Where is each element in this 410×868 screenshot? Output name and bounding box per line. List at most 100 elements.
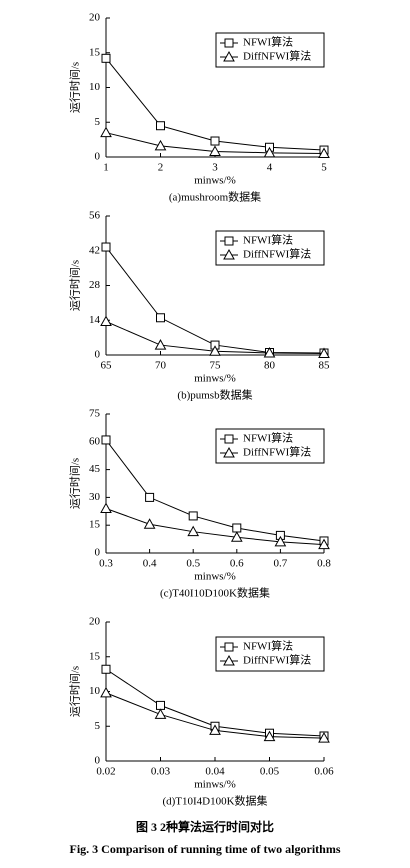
marker bbox=[318, 347, 330, 359]
series-line bbox=[105, 508, 325, 546]
marker bbox=[187, 525, 200, 537]
marker bbox=[224, 642, 234, 652]
y-tick-label: 0 bbox=[95, 151, 101, 163]
y-tick-label: 75 bbox=[89, 408, 101, 420]
x-tick-label: 5 bbox=[321, 162, 327, 174]
y-tick-label: 20 bbox=[89, 616, 101, 628]
legend-label: NFWI算法 bbox=[243, 35, 293, 49]
y-tick-label: 20 bbox=[89, 12, 101, 24]
x-axis-label: minws/% bbox=[194, 571, 236, 583]
x-tick-label: 70 bbox=[155, 360, 167, 372]
marker bbox=[209, 145, 221, 156]
marker bbox=[143, 518, 156, 529]
y-tick-label: 30 bbox=[89, 491, 101, 503]
y-tick-label: 10 bbox=[89, 81, 101, 93]
marker bbox=[224, 434, 234, 444]
x-tick-label: 0.5 bbox=[186, 558, 200, 570]
marker bbox=[224, 236, 234, 246]
legend-label: DiffNFWI算法 bbox=[243, 445, 311, 459]
x-tick-label: 0.7 bbox=[274, 558, 288, 570]
series-line bbox=[105, 57, 325, 151]
marker bbox=[210, 136, 220, 146]
marker bbox=[318, 147, 330, 159]
legend-label: NFWI算法 bbox=[243, 233, 293, 247]
y-tick-label: 42 bbox=[89, 244, 100, 256]
marker bbox=[154, 139, 167, 151]
y-tick-label: 10 bbox=[89, 685, 101, 697]
marker bbox=[188, 511, 198, 521]
x-tick-label: 0.02 bbox=[96, 766, 115, 778]
y-axis-label: 运行时间/s bbox=[69, 458, 82, 509]
x-tick-label: 80 bbox=[264, 360, 276, 372]
y-axis-label: 运行时间/s bbox=[69, 62, 82, 113]
marker bbox=[154, 339, 167, 350]
x-tick-label: 0.06 bbox=[314, 766, 334, 778]
marker bbox=[232, 523, 242, 533]
legend-label: DiffNFWI算法 bbox=[243, 49, 311, 63]
legend-label: DiffNFWI算法 bbox=[243, 247, 311, 261]
x-tick-label: 65 bbox=[101, 360, 113, 372]
marker bbox=[156, 700, 165, 710]
marker bbox=[100, 315, 112, 326]
marker bbox=[101, 242, 111, 252]
y-tick-label: 14 bbox=[89, 314, 101, 326]
chart-caption: (d)T10I4D100K数据集 bbox=[162, 794, 267, 808]
y-axis-label: 运行时间/s bbox=[69, 260, 82, 311]
x-tick-label: 2 bbox=[158, 162, 164, 174]
chart-caption: (a)mushroom数据集 bbox=[169, 190, 261, 204]
marker bbox=[100, 502, 112, 514]
marker bbox=[263, 346, 276, 358]
y-tick-label: 0 bbox=[95, 349, 101, 361]
x-axis-label: minws/% bbox=[194, 175, 236, 187]
marker bbox=[101, 53, 111, 63]
y-tick-label: 60 bbox=[89, 435, 101, 447]
y-tick-label: 0 bbox=[95, 755, 101, 767]
y-tick-label: 0 bbox=[95, 547, 101, 559]
x-tick-label: 1 bbox=[103, 162, 109, 174]
figure-caption-en: Fig. 3 Comparison of running time of two… bbox=[70, 842, 341, 856]
series-line bbox=[105, 439, 325, 542]
x-tick-label: 0.4 bbox=[143, 558, 157, 570]
x-axis-label: minws/% bbox=[194, 779, 236, 791]
marker bbox=[209, 345, 221, 356]
marker bbox=[100, 686, 112, 698]
marker bbox=[318, 732, 330, 743]
x-tick-label: 3 bbox=[212, 162, 218, 174]
x-tick-label: 0.04 bbox=[205, 766, 225, 778]
marker bbox=[100, 126, 112, 138]
x-axis-label: minws/% bbox=[194, 373, 236, 385]
marker bbox=[101, 435, 111, 445]
x-tick-label: 85 bbox=[319, 360, 331, 372]
y-tick-label: 15 bbox=[89, 519, 101, 531]
marker bbox=[263, 146, 276, 158]
marker bbox=[156, 313, 165, 323]
legend-label: NFWI算法 bbox=[243, 639, 293, 653]
y-tick-label: 45 bbox=[89, 463, 101, 475]
marker bbox=[223, 654, 235, 666]
marker bbox=[224, 38, 234, 48]
figure-caption-cn: 图 3 2种算法运行时间对比 bbox=[136, 819, 274, 834]
marker bbox=[145, 492, 155, 502]
marker bbox=[156, 121, 165, 131]
x-tick-label: 0.03 bbox=[151, 766, 171, 778]
marker bbox=[154, 708, 167, 719]
x-tick-label: 0.05 bbox=[260, 766, 280, 778]
marker bbox=[230, 531, 243, 542]
y-axis-label: 运行时间/s bbox=[69, 666, 82, 717]
chart-caption: (c)T40I10D100K数据集 bbox=[160, 586, 270, 600]
x-tick-label: 0.8 bbox=[317, 558, 331, 570]
y-tick-label: 15 bbox=[89, 650, 101, 662]
marker bbox=[274, 535, 287, 547]
y-tick-label: 28 bbox=[89, 279, 101, 291]
x-tick-label: 75 bbox=[210, 360, 222, 372]
y-tick-label: 5 bbox=[95, 116, 101, 128]
x-tick-label: 4 bbox=[267, 162, 273, 174]
legend-label: DiffNFWI算法 bbox=[243, 653, 311, 667]
marker bbox=[318, 538, 330, 550]
y-tick-label: 56 bbox=[89, 210, 101, 222]
legend-label: NFWI算法 bbox=[243, 431, 293, 445]
marker bbox=[263, 730, 276, 742]
x-tick-label: 0.3 bbox=[99, 558, 113, 570]
y-tick-label: 5 bbox=[95, 720, 101, 732]
